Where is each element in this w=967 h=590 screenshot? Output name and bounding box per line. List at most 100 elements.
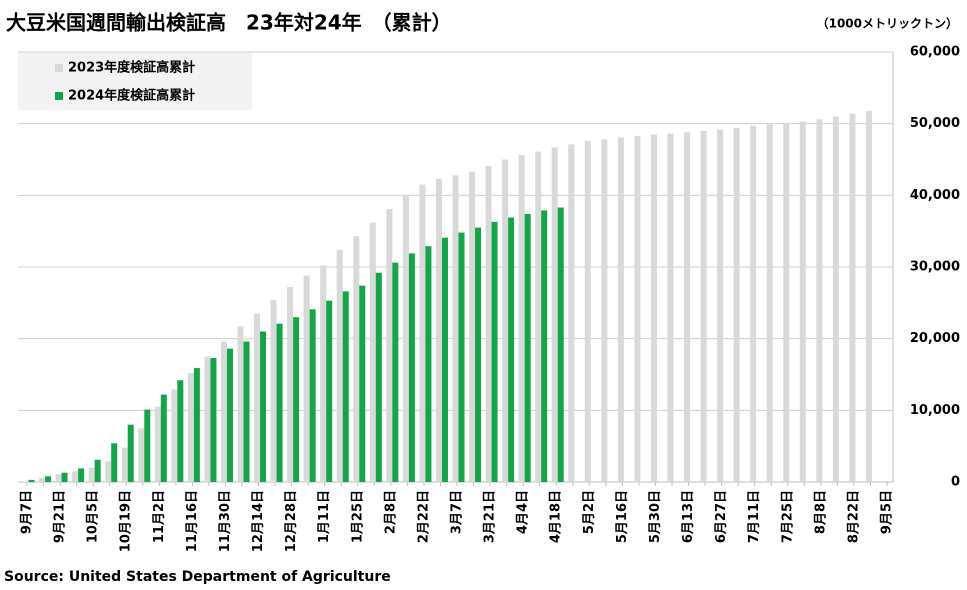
bar (584, 140, 591, 482)
bar (237, 326, 244, 482)
bar (28, 479, 35, 482)
x-tick-label: 9月21日 (53, 490, 68, 543)
bar (865, 110, 872, 483)
bar (402, 195, 409, 483)
x-tick-label: 1月11日 (317, 490, 332, 543)
bar (425, 246, 432, 482)
x-tick-label: 11月16日 (185, 490, 200, 552)
bar (849, 113, 856, 482)
bar (293, 317, 300, 482)
x-tick-label: 3月7日 (450, 490, 465, 534)
bar (485, 165, 492, 482)
bar (88, 467, 95, 482)
x-tick-label: 6月27日 (714, 490, 729, 543)
bar (634, 135, 641, 482)
bar (45, 476, 52, 482)
bar (502, 159, 509, 482)
bar (111, 443, 118, 482)
x-tick-label: 2月8日 (383, 490, 398, 534)
x-tick-label: 9月7日 (20, 490, 35, 534)
x-tick-label: 7月11日 (747, 490, 762, 543)
bar (154, 406, 161, 482)
bar (375, 272, 382, 482)
bar (326, 300, 333, 482)
bar (733, 127, 740, 482)
bar (832, 116, 839, 482)
bar (491, 221, 498, 482)
bar (177, 380, 184, 482)
bar (320, 265, 327, 482)
bar (799, 121, 806, 483)
bar (226, 348, 233, 482)
legend-box (18, 52, 252, 110)
bar (458, 232, 465, 482)
bar (475, 227, 482, 482)
bar (717, 129, 724, 482)
x-tick-label: 12月28日 (284, 490, 299, 552)
bar (78, 468, 85, 482)
y-tick-label: 10,000 (910, 403, 960, 418)
y-tick-label: 60,000 (910, 45, 960, 60)
bar (55, 474, 62, 482)
x-tick-label: 10月5日 (86, 490, 101, 543)
x-tick-label: 3月21日 (483, 490, 498, 543)
x-tick-label: 12月14日 (251, 490, 266, 552)
bar (601, 139, 608, 482)
bar (193, 368, 200, 482)
bar (276, 323, 283, 482)
bar (160, 394, 167, 482)
bar (568, 144, 575, 482)
legend-swatch (55, 64, 63, 72)
bar (22, 481, 29, 482)
bar (617, 137, 624, 483)
bar (187, 373, 194, 482)
bar (557, 207, 564, 482)
bar (260, 331, 267, 482)
bar (667, 133, 674, 482)
legend-label: 2024年度検証高累計 (68, 88, 195, 104)
source: Source: United States Department of Agri… (4, 569, 391, 585)
bar (469, 171, 476, 482)
bar (408, 253, 415, 482)
x-tick-label: 8月8日 (813, 490, 828, 534)
bar (684, 132, 691, 482)
x-tick-label: 1月25日 (350, 490, 365, 543)
bar (309, 309, 316, 482)
x-tick-label: 5月16日 (615, 490, 630, 543)
x-tick-label: 4月18日 (549, 490, 564, 543)
bar (392, 262, 399, 482)
bar (336, 249, 343, 482)
x-tick-label: 10月19日 (119, 490, 134, 552)
bar (386, 208, 393, 482)
bar (303, 275, 310, 482)
x-tick-label: 5月30日 (648, 490, 663, 543)
legend-label: 2023年度検証高累計 (68, 60, 195, 76)
bar (72, 471, 79, 482)
bar (441, 237, 448, 482)
bar (254, 313, 261, 482)
bar (105, 461, 112, 482)
bar (39, 477, 46, 482)
bar (220, 341, 227, 482)
bar (243, 341, 250, 482)
legend-swatch (55, 92, 63, 100)
bar (369, 222, 376, 483)
x-tick-label: 6月13日 (681, 490, 696, 543)
bar (121, 447, 128, 482)
x-tick-label: 11月2日 (152, 490, 167, 543)
bar (524, 213, 531, 482)
bar (535, 151, 542, 482)
bar (204, 356, 211, 482)
y-tick-label: 50,000 (910, 116, 960, 131)
bar (650, 134, 657, 482)
x-tick-label: 4月4日 (516, 490, 531, 534)
bar (541, 210, 548, 482)
bar (750, 125, 757, 483)
bar (783, 122, 790, 482)
chart-title: 大豆米国週間輸出検証高 23年対24年 （累計） (6, 11, 452, 35)
x-tick-label: 7月25日 (780, 490, 795, 543)
bar (518, 155, 525, 482)
bar (353, 236, 360, 482)
y-tick-label: 0 (951, 475, 960, 490)
